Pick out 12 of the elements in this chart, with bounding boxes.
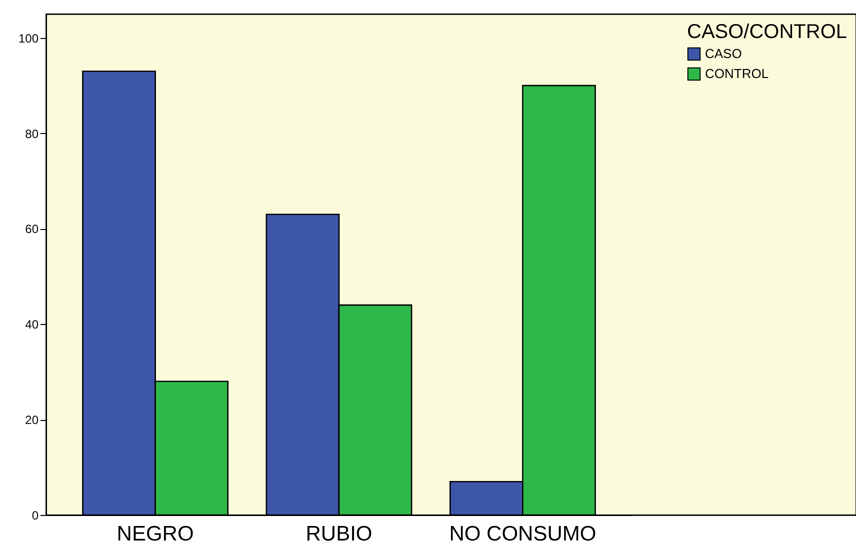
y-tick-label: 100 (18, 31, 39, 46)
x-tick-label: NO CONSUMO (449, 522, 596, 546)
y-tick-label: 0 (32, 508, 39, 522)
legend-label: CASO (705, 46, 742, 61)
y-tick-label: 60 (25, 222, 39, 236)
legend-title: CASO/CONTROL (687, 21, 848, 43)
y-tick-label: 40 (25, 318, 39, 332)
legend-label: CONTROL (705, 66, 769, 81)
x-tick-label: RUBIO (306, 522, 372, 546)
x-tick-label: NEGRO (116, 522, 194, 546)
y-tick-label: 80 (25, 126, 39, 141)
y-tick-label: 20 (25, 413, 39, 428)
